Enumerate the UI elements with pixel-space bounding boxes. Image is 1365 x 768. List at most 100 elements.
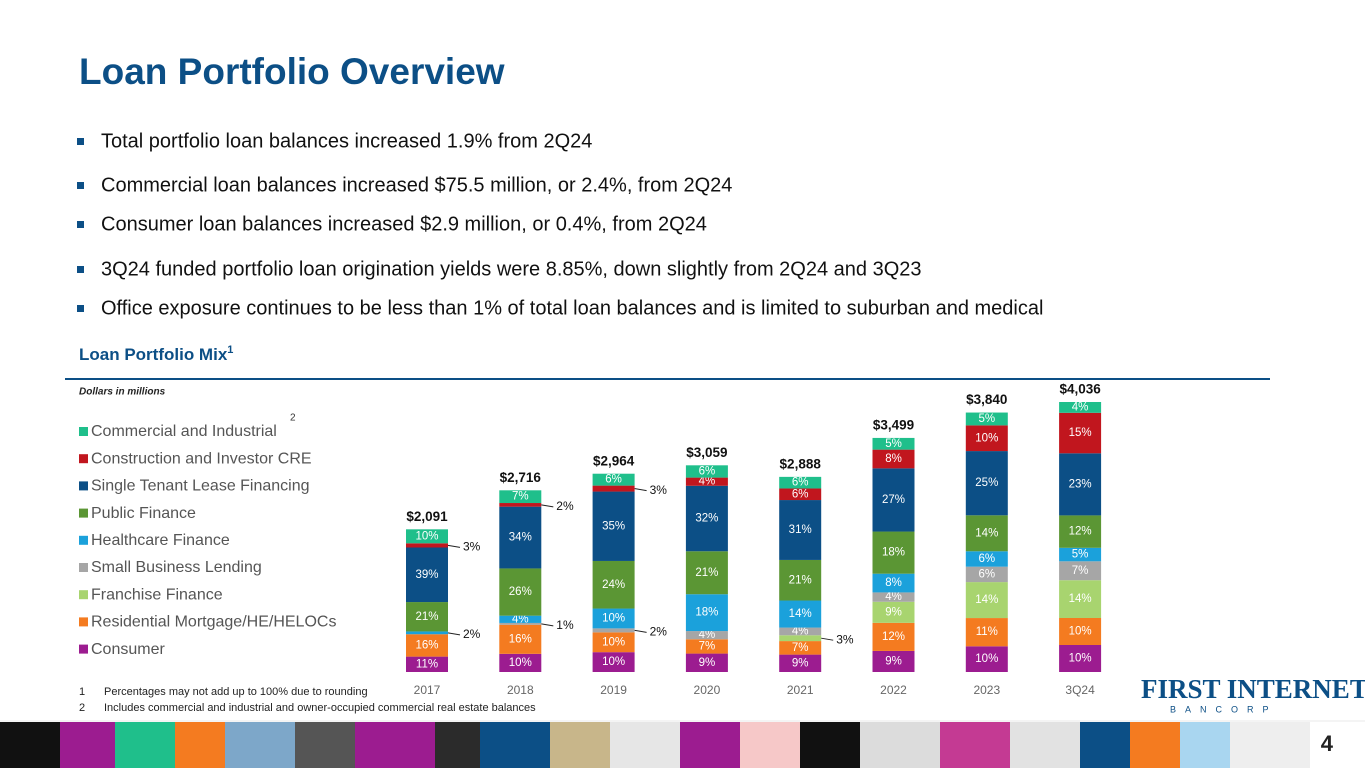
bar-segment [779, 500, 822, 560]
total-label: $3,499 [873, 417, 914, 432]
bar-segment [1059, 561, 1102, 581]
bar-segment [685, 485, 728, 552]
x-tick-label: 2017 [414, 683, 441, 697]
bar-segment [965, 618, 1008, 647]
bar-segment [779, 627, 822, 636]
data-label: 4% [699, 476, 716, 488]
data-label: 7% [792, 642, 809, 654]
bar-segment [406, 602, 448, 632]
data-label: 21% [789, 574, 812, 586]
legend-swatch [79, 617, 88, 627]
bar-segment [592, 628, 635, 633]
bar-segment [499, 622, 542, 625]
data-label: 6% [792, 488, 809, 500]
bar-segment [406, 656, 448, 672]
logo-sub: BANCORP [1170, 704, 1278, 714]
bar-segment [779, 654, 822, 672]
chart-subtitle: Dollars in millions [79, 387, 166, 398]
data-label: 4% [885, 591, 902, 603]
total-label: $3,840 [966, 392, 1007, 407]
bar-segment [872, 622, 915, 651]
data-label: 21% [415, 611, 438, 623]
data-label: 16% [415, 639, 438, 651]
bar-segment [406, 631, 448, 635]
bar-segment [779, 488, 822, 501]
decor [1310, 722, 1365, 768]
bar-segment [872, 592, 915, 602]
legend-swatch [79, 427, 88, 436]
bar-segment [965, 566, 1008, 583]
data-label: 15% [1069, 427, 1092, 439]
data-label: 4% [1072, 401, 1089, 413]
data-label: 14% [975, 594, 998, 606]
data-label: 10% [1069, 653, 1092, 665]
bar-segment [965, 582, 1008, 619]
bar-segment [499, 490, 542, 504]
decor [610, 722, 680, 768]
bar-segment [872, 601, 915, 623]
bar-segment [872, 468, 915, 532]
legend-label: Small Business Lending [91, 559, 262, 576]
bar-segment [779, 641, 822, 655]
legend-swatch [79, 535, 88, 545]
total-label: $3,059 [686, 445, 727, 460]
total-label: $2,716 [500, 470, 542, 485]
footnote-text: Includes commercial and industrial and o… [104, 702, 536, 714]
data-label: 10% [602, 656, 625, 668]
bar-segment [965, 425, 1008, 452]
legend-label: Construction and Investor CRE [91, 450, 312, 467]
data-label: 4% [792, 625, 809, 637]
total-label: $2,888 [780, 456, 822, 471]
decor [60, 722, 115, 768]
bar-segment [592, 473, 635, 486]
data-label: 7% [1072, 565, 1089, 577]
legend-label: Consumer [91, 641, 165, 658]
leader-line [634, 488, 647, 492]
bullet-marker [77, 305, 84, 312]
data-label: 3% [463, 540, 481, 554]
data-label: 14% [975, 527, 998, 539]
legend-label: Single Tenant Lease Financing [91, 478, 310, 495]
legend-swatch [79, 454, 88, 464]
bar-segment [685, 594, 728, 632]
data-label: 14% [1069, 593, 1092, 605]
bar-segment [592, 485, 635, 492]
x-tick-label: 2018 [507, 683, 534, 697]
legend-label: Franchise Finance [91, 586, 223, 603]
legend-label: Commercial and Industrial [91, 423, 277, 440]
data-label: 12% [1069, 526, 1092, 538]
data-label: 6% [792, 477, 809, 489]
bar-segment [685, 477, 728, 486]
bar-segment [1059, 412, 1102, 454]
bar-segment [499, 568, 542, 616]
data-label: 11% [976, 626, 998, 638]
leader-line [447, 544, 461, 548]
data-label: 12% [882, 631, 905, 643]
data-label: 3% [836, 632, 854, 646]
data-label: 5% [885, 438, 902, 450]
bullet-list: Total portfolio loan balances increased … [77, 130, 1043, 319]
bar-segment [872, 437, 915, 450]
slide-title: Loan Portfolio Overview [79, 51, 505, 92]
bar-segment [406, 529, 448, 544]
bar-segment [685, 639, 728, 654]
bar-segment [1059, 618, 1102, 645]
bar-segment [1059, 453, 1102, 516]
decor [940, 722, 1010, 768]
data-label: 8% [885, 577, 902, 589]
data-label: 21% [695, 567, 718, 579]
bar-segment [685, 631, 728, 640]
data-label: 8% [885, 453, 902, 465]
bar-segment [592, 491, 635, 561]
bar-segment [1059, 402, 1102, 413]
decor [1080, 722, 1130, 768]
bar-segment [872, 650, 915, 672]
data-label: 34% [509, 532, 532, 544]
bar-segment [406, 543, 448, 548]
bar-segment [1059, 515, 1102, 548]
data-label: 2% [556, 499, 574, 513]
data-label: 18% [882, 547, 905, 559]
bullet-marker [77, 266, 84, 273]
data-label: 3% [650, 483, 668, 497]
bar-segment [406, 547, 448, 603]
